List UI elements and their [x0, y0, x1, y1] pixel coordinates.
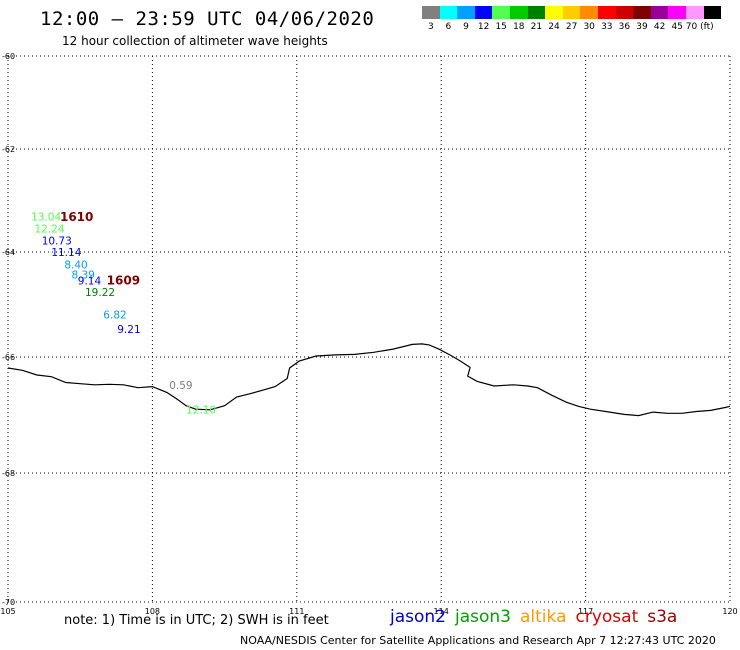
legend-swatch — [545, 6, 563, 19]
wave-height-label: 19.22 — [85, 287, 115, 299]
legend-swatch — [615, 6, 634, 19]
legend-label: 12 — [477, 22, 490, 32]
satellite-name: jason3 — [455, 607, 511, 627]
satellite-name: s3a — [647, 607, 678, 627]
latitude-tick-label: -60 — [2, 52, 15, 61]
latitude-tick-label: -66 — [2, 353, 15, 362]
antarctic-coastline — [7, 343, 731, 417]
longitude-tick-label: 105 — [0, 607, 15, 616]
latitude-tick-label: -70 — [2, 598, 15, 607]
chart-subtitle: 12 hour collection of altimeter wave hei… — [62, 34, 328, 48]
legend-label: 70 (ft) — [685, 22, 714, 32]
longitude-tick-label: 120 — [722, 607, 737, 616]
wave-height-label: 9.14 — [78, 276, 102, 288]
legend-label: 9 — [463, 22, 469, 32]
legend-swatch — [580, 6, 598, 19]
track-time-label: 1610 — [60, 210, 93, 224]
legend-swatch — [562, 6, 581, 19]
legend-label: 21 — [530, 22, 543, 32]
legend-swatch — [527, 6, 546, 19]
wave-height-label: 6.82 — [103, 310, 126, 322]
legend-swatch — [422, 6, 440, 19]
legend-swatch — [668, 6, 686, 19]
legend-label: 36 — [618, 22, 631, 32]
legend-label: 3 — [427, 22, 434, 32]
chart-title: 12:00 – 23:59 UTC 04/06/2020 — [40, 8, 375, 30]
longitude-tick-label: 114 — [434, 607, 449, 616]
legend-swatch — [509, 6, 528, 19]
wave-height-label: 8.40 — [64, 259, 87, 271]
wave-height-label: 8.39 — [72, 269, 95, 281]
latitude-tick-label: -68 — [2, 469, 15, 478]
legend-label: 6 — [445, 22, 452, 32]
legend-swatch — [597, 6, 616, 19]
legend-swatch — [685, 6, 704, 19]
longitude-tick-label: 117 — [578, 607, 593, 616]
wave-height-label: 10.73 — [42, 235, 72, 247]
legend-label: 24 — [548, 22, 560, 32]
wave-height-label: 13.04 — [31, 212, 61, 224]
longitude-tick-label: 108 — [145, 607, 160, 616]
color-legend — [422, 6, 722, 19]
legend-label: 42 — [653, 22, 666, 32]
legend-swatch — [439, 6, 458, 19]
footer-note: note: 1) Time is in UTC; 2) SWH is in fe… — [64, 613, 329, 628]
credit-line: NOAA/NESDIS Center for Satellite Applica… — [240, 634, 716, 647]
satellite-name: altika — [520, 607, 567, 627]
color-legend-labels: 3 6 9 12 15 18 21 24 27 30 33 36 39 42 45 70 (ft) — [422, 22, 740, 34]
legend-swatch — [474, 6, 493, 19]
legend-label: 39 — [636, 22, 648, 32]
latitude-tick-label: -62 — [2, 145, 15, 154]
legend-swatch — [457, 6, 475, 19]
wave-height-label: 0.59 — [169, 380, 192, 392]
satellite-legend: jason2 jason3 altika cryosat s3a — [390, 607, 686, 627]
legend-label: 33 — [601, 22, 613, 32]
legend-swatch — [492, 6, 510, 19]
legend-label: 27 — [565, 22, 578, 32]
wave-height-label: 12.10 — [186, 404, 216, 416]
legend-label: 30 — [583, 22, 595, 32]
wave-height-label: 11.14 — [51, 247, 81, 259]
legend-swatch — [703, 6, 722, 19]
satellite-name: cryosat — [575, 607, 639, 627]
legend-swatch — [633, 6, 651, 19]
wave-height-label: 12.24 — [34, 223, 64, 235]
legend-label: 15 — [495, 22, 507, 32]
satellite-name: jason2 — [390, 607, 446, 627]
wave-height-label: 9.21 — [117, 324, 140, 336]
track-time-label: 1609 — [107, 274, 140, 288]
latitude-tick-label: -64 — [2, 248, 15, 257]
longitude-tick-label: 111 — [289, 607, 304, 616]
legend-swatch — [650, 6, 669, 19]
legend-label: 45 — [671, 22, 683, 32]
legend-label: 18 — [513, 22, 525, 32]
